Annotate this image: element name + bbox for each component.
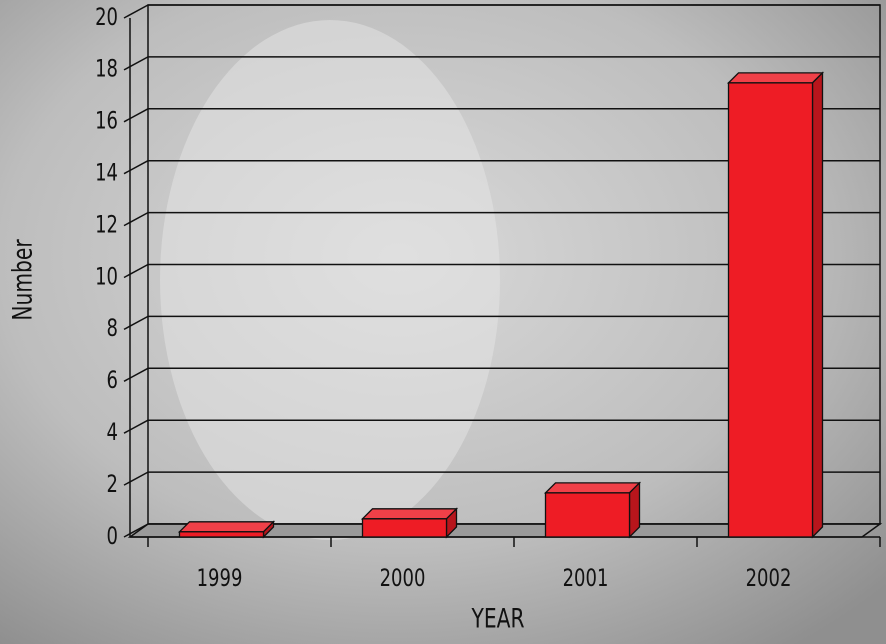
bar xyxy=(727,82,814,538)
y-tick xyxy=(123,211,149,227)
y-tick-label: 4 xyxy=(107,418,118,446)
background-photo xyxy=(160,20,500,540)
bar-side xyxy=(628,481,641,539)
y-tick-label: 20 xyxy=(95,3,118,31)
y-tick xyxy=(123,315,149,331)
bar xyxy=(178,531,265,538)
y-tick xyxy=(123,108,149,123)
y-tick xyxy=(123,263,149,279)
bar xyxy=(544,492,631,538)
y-tick-label: 10 xyxy=(95,263,118,291)
y-tick xyxy=(123,419,149,434)
y-tick xyxy=(123,523,149,538)
bar xyxy=(361,518,448,538)
y-tick xyxy=(123,471,149,486)
y-tick-label: 18 xyxy=(95,55,118,83)
bar-top xyxy=(726,72,825,84)
y-tick-label: 8 xyxy=(107,315,118,343)
x-axis-label: YEAR xyxy=(471,602,525,634)
x-tick-label: 2002 xyxy=(746,564,792,592)
bar-top xyxy=(360,508,459,520)
bar-side xyxy=(811,71,824,539)
y-axis-label: Number xyxy=(6,239,38,320)
bar-top xyxy=(177,521,276,533)
y-tick xyxy=(123,160,149,175)
y-tick-label: 0 xyxy=(107,522,118,550)
bar-top xyxy=(543,482,642,494)
y-tick-label: 2 xyxy=(107,470,118,498)
x-tick-label: 2000 xyxy=(380,564,426,592)
y-tick xyxy=(123,56,149,71)
y-tick xyxy=(123,367,149,382)
y-tick-label: 12 xyxy=(95,211,118,239)
x-tick-label: 2001 xyxy=(563,564,609,592)
x-tick-label: 1999 xyxy=(197,564,243,592)
y-tick-label: 14 xyxy=(95,159,118,187)
y-tick xyxy=(123,4,149,19)
y-tick-label: 6 xyxy=(107,367,118,395)
y-tick-label: 16 xyxy=(95,107,118,135)
